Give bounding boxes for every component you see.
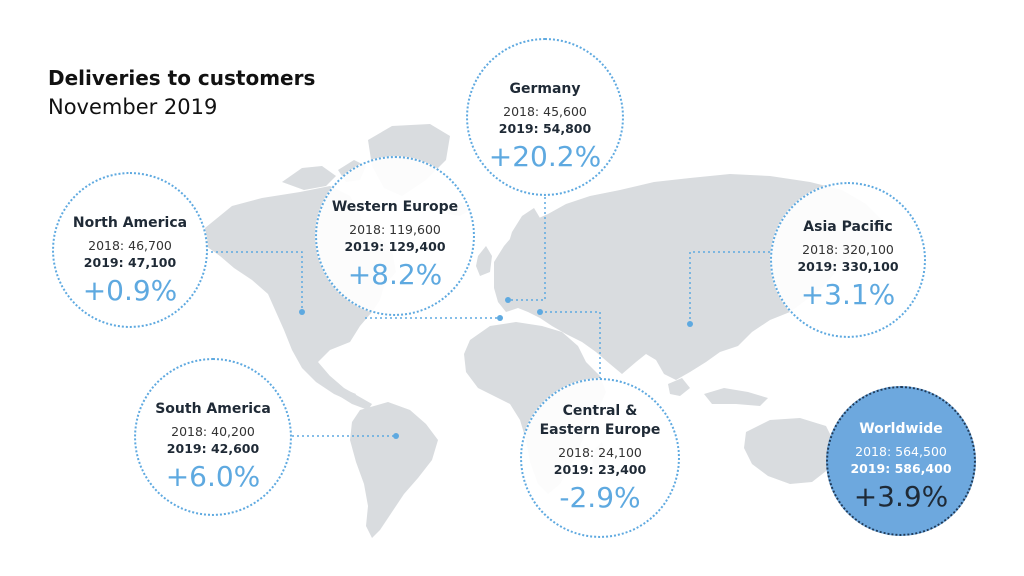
- region-name: South America: [155, 401, 271, 417]
- change-percent: +0.9%: [82, 274, 178, 307]
- south-america-shape: [350, 402, 438, 538]
- region-name: Western Europe: [331, 199, 459, 215]
- value-2019: 2019: 42,600: [166, 441, 260, 456]
- change-percent: +8.2%: [347, 258, 443, 291]
- region-name-line1: Central &: [562, 403, 638, 419]
- asia-pacific-connector: [689, 251, 770, 324]
- north-america-bubble: North America 2018: 46,700 2019: 47,100 …: [52, 172, 208, 328]
- australia-shape: [744, 418, 836, 484]
- region-name: Worldwide: [859, 421, 943, 437]
- south-america-marker: [393, 433, 399, 439]
- value-2019: 2019: 23,400: [553, 462, 647, 477]
- change-percent: +6.0%: [165, 460, 261, 493]
- change-percent: +20.2%: [488, 140, 602, 173]
- value-2018: 2018: 45,600: [503, 104, 587, 119]
- value-2018: 2018: 119,600: [349, 222, 441, 237]
- page-subtitle: November 2019: [48, 95, 218, 119]
- north-america-marker: [299, 309, 305, 315]
- asia-pacific-bubble: Asia Pacific 2018: 320,100 2019: 330,100…: [770, 182, 926, 338]
- germany-marker: [505, 297, 511, 303]
- central-eastern-europe-bubble: Central & Eastern Europe 2018: 24,100 20…: [520, 378, 680, 538]
- germany-bubble: Germany 2018: 45,600 2019: 54,800 +20.2%: [466, 38, 624, 196]
- central-europe-marker: [537, 309, 543, 315]
- value-2019: 2019: 330,100: [797, 259, 899, 274]
- value-2019: 2019: 586,400: [850, 461, 952, 476]
- region-name: Germany: [509, 81, 581, 97]
- south-america-bubble: South America 2018: 40,200 2019: 42,600 …: [134, 358, 292, 516]
- region-name-line2: Eastern Europe: [539, 422, 661, 438]
- region-name: Asia Pacific: [803, 219, 893, 235]
- change-percent: +3.9%: [853, 480, 949, 513]
- central-europe-connector: [540, 311, 601, 382]
- page-title: Deliveries to customers: [48, 66, 316, 90]
- value-2019: 2019: 54,800: [498, 121, 592, 136]
- value-2018: 2018: 24,100: [558, 445, 642, 460]
- north-america-connector: [206, 251, 303, 312]
- germany-connector: [508, 192, 546, 301]
- change-percent: -2.9%: [559, 481, 641, 514]
- title-block: Deliveries to customers November 2019: [48, 64, 315, 122]
- value-2019: 2019: 129,400: [344, 239, 446, 254]
- change-percent: +3.1%: [800, 278, 896, 311]
- value-2018: 2018: 40,200: [171, 424, 255, 439]
- western-europe-bubble: Western Europe 2018: 119,600 2019: 129,4…: [315, 156, 475, 316]
- value-2018: 2018: 564,500: [855, 444, 947, 459]
- arctic-islands-shape: [282, 166, 336, 190]
- asia-pacific-marker: [687, 321, 693, 327]
- value-2018: 2018: 320,100: [802, 242, 894, 257]
- worldwide-bubble: Worldwide 2018: 564,500 2019: 586,400 +3…: [826, 386, 976, 536]
- value-2019: 2019: 47,100: [83, 255, 177, 270]
- region-name: North America: [72, 215, 188, 231]
- value-2018: 2018: 46,700: [88, 238, 172, 253]
- western-europe-marker: [497, 315, 503, 321]
